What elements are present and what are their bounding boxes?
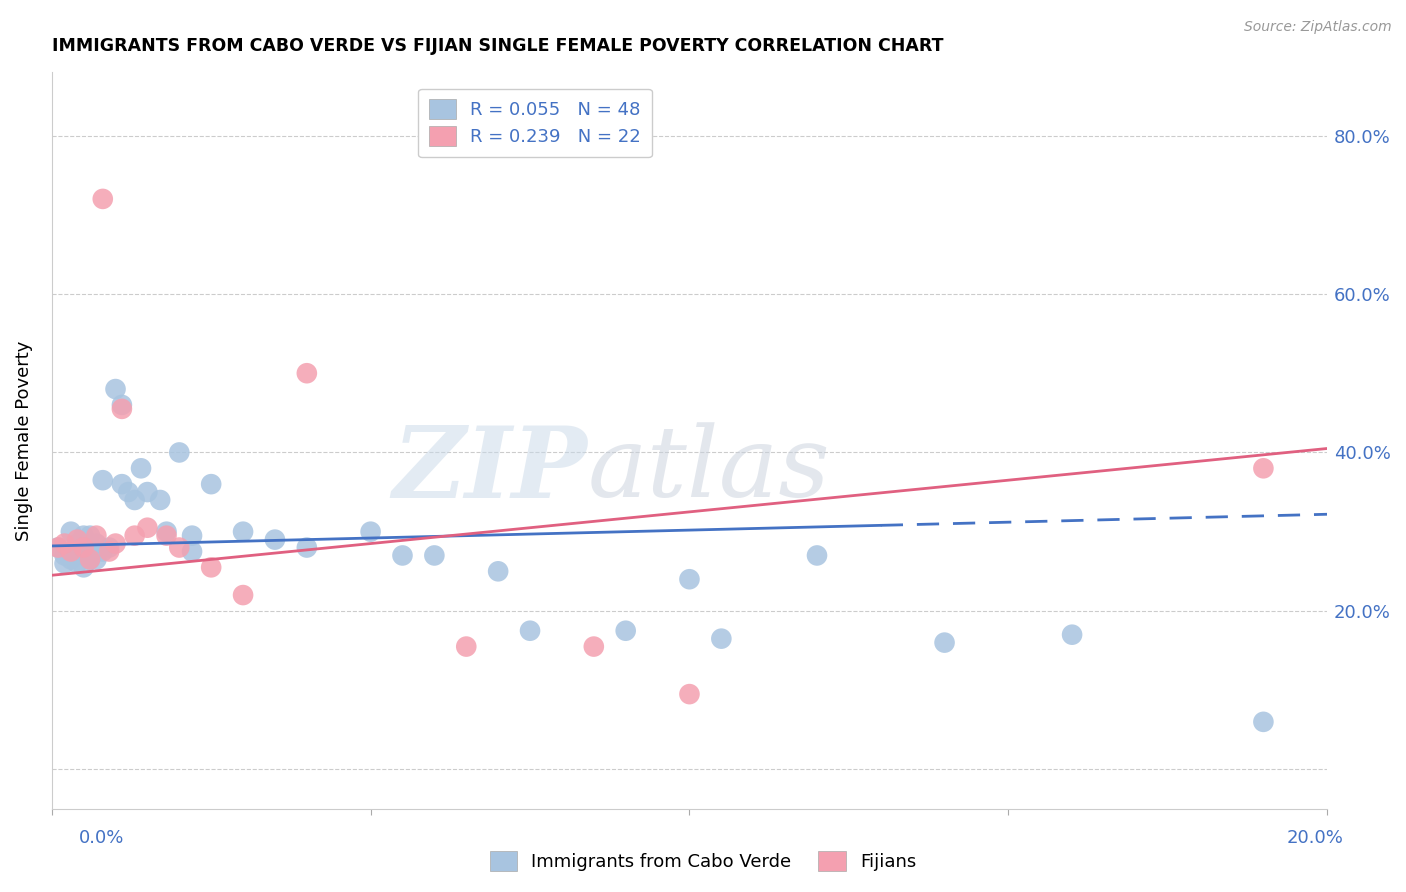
Point: [111, 401, 134, 416]
Point: [72, 560, 94, 574]
Point: [111, 398, 134, 412]
Point: [614, 624, 637, 638]
Text: ZIP: ZIP: [392, 422, 588, 518]
Point: [104, 536, 127, 550]
Point: [169, 445, 191, 459]
Point: [519, 624, 541, 638]
Text: atlas: atlas: [588, 423, 830, 517]
Point: [200, 477, 222, 491]
Point: [111, 477, 134, 491]
Point: [169, 541, 191, 555]
Legend: R = 0.055   N = 48, R = 0.239   N = 22: R = 0.055 N = 48, R = 0.239 N = 22: [418, 88, 652, 157]
Point: [486, 564, 509, 578]
Point: [155, 524, 177, 539]
Point: [79, 552, 101, 566]
Point: [66, 544, 89, 558]
Point: [181, 529, 204, 543]
Point: [1253, 714, 1275, 729]
Point: [86, 536, 108, 550]
Point: [129, 461, 152, 475]
Legend: Immigrants from Cabo Verde, Fijians: Immigrants from Cabo Verde, Fijians: [482, 844, 924, 879]
Point: [59, 524, 82, 539]
Point: [53, 536, 76, 550]
Text: 0.0%: 0.0%: [79, 829, 124, 847]
Point: [98, 541, 121, 555]
Point: [360, 524, 382, 539]
Point: [72, 541, 94, 555]
Point: [232, 588, 254, 602]
Point: [710, 632, 733, 646]
Point: [72, 529, 94, 543]
Point: [66, 536, 89, 550]
Point: [678, 687, 700, 701]
Point: [1253, 461, 1275, 475]
Point: [91, 544, 114, 558]
Point: [59, 549, 82, 563]
Point: [124, 493, 146, 508]
Point: [934, 635, 956, 649]
Point: [79, 552, 101, 566]
Point: [678, 572, 700, 586]
Point: [104, 382, 127, 396]
Point: [136, 485, 159, 500]
Point: [53, 557, 76, 571]
Point: [66, 557, 89, 571]
Point: [117, 485, 139, 500]
Point: [391, 549, 413, 563]
Point: [149, 493, 172, 508]
Point: [46, 541, 69, 555]
Point: [232, 524, 254, 539]
Point: [46, 541, 69, 555]
Point: [155, 529, 177, 543]
Text: Source: ZipAtlas.com: Source: ZipAtlas.com: [1244, 20, 1392, 34]
Point: [59, 552, 82, 566]
Point: [86, 552, 108, 566]
Point: [79, 541, 101, 555]
Point: [79, 529, 101, 543]
Point: [806, 549, 828, 563]
Point: [91, 192, 114, 206]
Point: [124, 529, 146, 543]
Point: [200, 560, 222, 574]
Y-axis label: Single Female Poverty: Single Female Poverty: [15, 341, 32, 541]
Point: [264, 533, 287, 547]
Point: [53, 549, 76, 563]
Text: 20.0%: 20.0%: [1286, 829, 1343, 847]
Point: [72, 544, 94, 558]
Point: [86, 529, 108, 543]
Point: [295, 366, 318, 380]
Point: [98, 544, 121, 558]
Point: [66, 533, 89, 547]
Text: IMMIGRANTS FROM CABO VERDE VS FIJIAN SINGLE FEMALE POVERTY CORRELATION CHART: IMMIGRANTS FROM CABO VERDE VS FIJIAN SIN…: [52, 37, 943, 55]
Point: [295, 541, 318, 555]
Point: [1062, 628, 1084, 642]
Point: [91, 473, 114, 487]
Point: [181, 544, 204, 558]
Point: [59, 544, 82, 558]
Point: [456, 640, 478, 654]
Point: [136, 521, 159, 535]
Point: [423, 549, 446, 563]
Point: [582, 640, 605, 654]
